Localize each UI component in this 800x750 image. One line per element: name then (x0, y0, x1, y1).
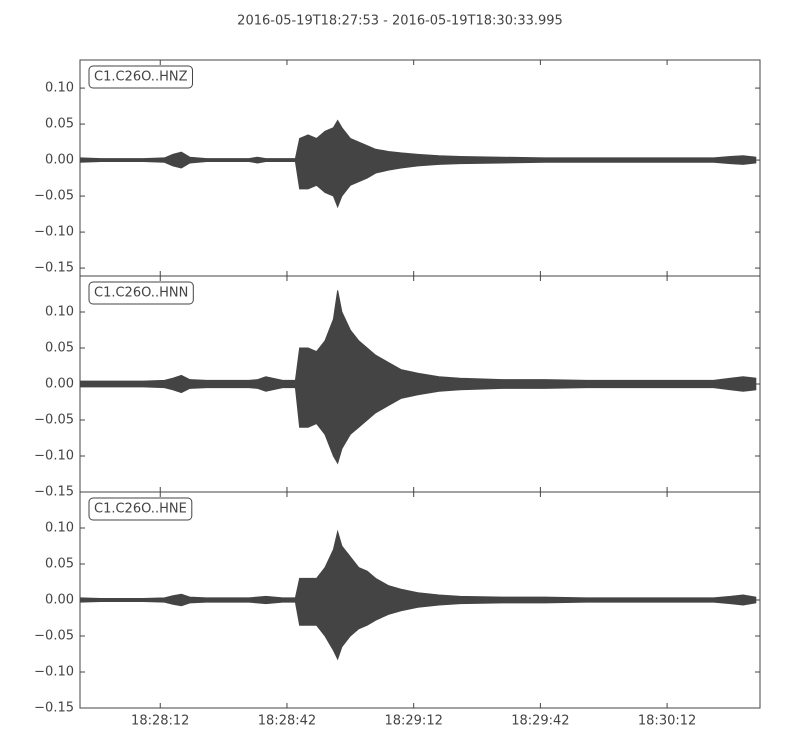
trace-label: C1.C26O..HNE (94, 502, 187, 517)
waveform (79, 529, 757, 661)
y-tick-label: 0.10 (45, 81, 74, 96)
y-tick-label: 0.10 (45, 521, 74, 536)
x-tick-label: 18:30:12 (638, 714, 696, 729)
x-tick-label: 18:28:12 (131, 714, 189, 729)
y-tick-label: −0.10 (34, 225, 74, 240)
trace-label-box (88, 497, 193, 521)
waveform (79, 290, 757, 465)
chart-title: 2016-05-19T18:27:53 - 2016-05-19T18:30:3… (237, 14, 563, 29)
x-tick-label: 18:29:42 (511, 714, 569, 729)
y-tick-label: 0.00 (45, 153, 74, 168)
trace-label-box (88, 281, 194, 305)
y-tick-label: 0.05 (45, 117, 74, 132)
y-tick-label: −0.10 (34, 449, 74, 464)
y-tick-label: 0.00 (45, 377, 74, 392)
y-tick-label: 0.10 (45, 305, 74, 320)
y-tick-label: −0.05 (34, 189, 74, 204)
trace-label: C1.C26O..HNN (94, 286, 188, 301)
waveform (79, 119, 757, 209)
y-tick-label: −0.05 (34, 629, 74, 644)
y-tick-label: −0.05 (34, 413, 74, 428)
x-tick-label: 18:29:12 (384, 714, 442, 729)
x-tick-label: 18:28:42 (258, 714, 316, 729)
y-tick-label: 0.00 (45, 593, 74, 608)
y-tick-label: −0.15 (34, 701, 74, 716)
trace-label: C1.C26O..HNZ (94, 70, 188, 85)
y-tick-label: −0.10 (34, 665, 74, 680)
trace-label-box (88, 65, 193, 89)
y-tick-label: −0.15 (34, 261, 74, 276)
y-tick-label: 0.05 (45, 341, 74, 356)
y-tick-label: −0.15 (34, 485, 74, 500)
y-tick-label: 0.05 (45, 557, 74, 572)
